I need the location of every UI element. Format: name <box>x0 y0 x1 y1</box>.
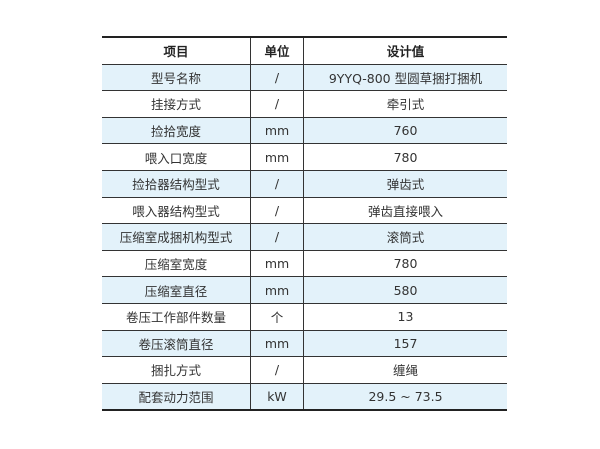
cell-value: 760 <box>303 117 507 145</box>
header-unit: 单位 <box>250 37 304 65</box>
cell-item: 卷压工作部件数量 <box>102 303 251 331</box>
cell-item: 压缩室直径 <box>102 276 251 304</box>
table-row: 捆扎方式 / 缠绳 <box>102 356 507 384</box>
cell-item: 挂接方式 <box>102 90 251 118</box>
cell-item: 型号名称 <box>102 64 251 92</box>
cell-value: 780 <box>303 143 507 171</box>
cell-value: 缠绳 <box>303 356 507 384</box>
cell-value: 13 <box>303 303 507 331</box>
header-value: 设计值 <box>303 37 507 65</box>
cell-value: 9YYQ-800 型圆草捆打捆机 <box>303 64 507 92</box>
table-row: 捡拾器结构型式 / 弹齿式 <box>102 170 507 198</box>
cell-item: 压缩室宽度 <box>102 250 251 278</box>
cell-unit: 个 <box>250 303 304 331</box>
table-row: 配套动力范围 kW 29.5 ~ 73.5 <box>102 383 507 412</box>
cell-value: 滚筒式 <box>303 223 507 251</box>
cell-item: 喂入器结构型式 <box>102 197 251 225</box>
cell-unit: mm <box>250 330 304 358</box>
cell-item: 捡拾器结构型式 <box>102 170 251 198</box>
table-row: 压缩室直径 mm 580 <box>102 276 507 304</box>
cell-unit: / <box>250 170 304 198</box>
header-item: 项目 <box>102 37 251 65</box>
cell-item: 捡拾宽度 <box>102 117 251 145</box>
cell-item: 配套动力范围 <box>102 383 251 412</box>
cell-unit: / <box>250 64 304 92</box>
spec-table: 项目 单位 设计值 型号名称/9YYQ-800 型圆草捆打捆机 挂接方式 / 牵引式捡… <box>102 36 507 412</box>
cell-unit: mm <box>250 117 304 145</box>
cell-item: 卷压滚筒直径 <box>102 330 251 358</box>
cell-item: 喂入口宽度 <box>102 143 251 171</box>
cell-item: 捆扎方式 <box>102 356 251 384</box>
table-row: 捡拾宽度 mm 760 <box>102 117 507 145</box>
table-row: 型号名称/9YYQ-800 型圆草捆打捆机 <box>102 64 507 92</box>
table-row: 压缩室宽度 mm 780 <box>102 250 507 278</box>
cell-value: 29.5 ~ 73.5 <box>303 383 507 412</box>
table-row: 压缩室成捆机构型式 / 滚筒式 <box>102 223 507 251</box>
cell-value: 牵引式 <box>303 90 507 118</box>
table-row: 挂接方式 / 牵引式 <box>102 90 507 118</box>
cell-unit: / <box>250 223 304 251</box>
table-row: 喂入器结构型式 / 弹齿直接喂入 <box>102 197 507 225</box>
cell-item: 压缩室成捆机构型式 <box>102 223 251 251</box>
cell-unit: / <box>250 90 304 118</box>
cell-unit: mm <box>250 276 304 304</box>
header-row: 项目 单位 设计值 <box>102 37 507 65</box>
cell-value: 弹齿直接喂入 <box>303 197 507 225</box>
cell-value: 弹齿式 <box>303 170 507 198</box>
cell-unit: / <box>250 356 304 384</box>
cell-unit: mm <box>250 143 304 171</box>
table-row: 卷压滚筒直径 mm 157 <box>102 330 507 358</box>
cell-unit: mm <box>250 250 304 278</box>
cell-value: 780 <box>303 250 507 278</box>
table-row: 卷压工作部件数量个 13 <box>102 303 507 331</box>
cell-value: 157 <box>303 330 507 358</box>
cell-unit: / <box>250 197 304 225</box>
table-row: 喂入口宽度 mm 780 <box>102 143 507 171</box>
cell-value: 580 <box>303 276 507 304</box>
cell-unit: kW <box>250 383 304 412</box>
